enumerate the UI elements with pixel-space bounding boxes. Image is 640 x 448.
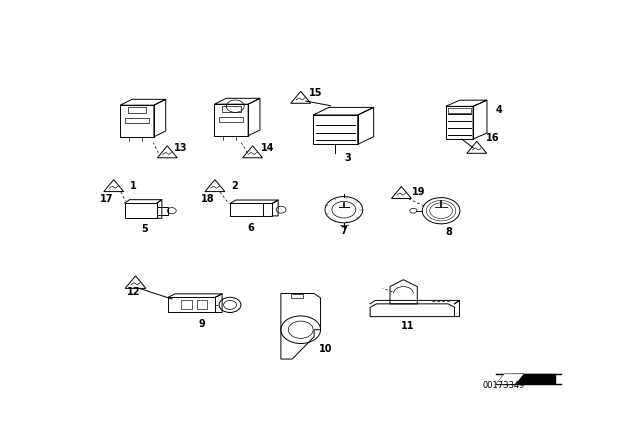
Bar [196, 300, 207, 310]
Polygon shape [511, 374, 556, 384]
Text: 16: 16 [486, 133, 500, 142]
Bar [128, 107, 147, 113]
Text: 8: 8 [445, 227, 452, 237]
Text: 19: 19 [412, 187, 425, 197]
Text: 1: 1 [130, 181, 137, 190]
Text: 7: 7 [340, 226, 348, 237]
Polygon shape [495, 374, 524, 384]
Text: 15: 15 [309, 88, 323, 98]
Text: 5: 5 [141, 224, 148, 234]
Bar [448, 108, 471, 113]
Bar [180, 300, 191, 310]
Text: 3: 3 [344, 153, 351, 163]
Bar [230, 203, 272, 216]
Text: 14: 14 [260, 142, 274, 153]
Text: 6: 6 [248, 223, 255, 233]
Text: 10: 10 [319, 344, 332, 354]
Text: 11: 11 [401, 321, 414, 331]
Text: 18: 18 [201, 194, 215, 204]
Text: 17: 17 [100, 194, 113, 204]
Text: 2: 2 [232, 181, 238, 190]
Bar [125, 118, 149, 123]
Bar [168, 297, 215, 313]
Text: 9: 9 [198, 319, 205, 329]
Text: 00173349: 00173349 [483, 381, 525, 390]
Text: 13: 13 [174, 142, 188, 153]
Text: 12: 12 [127, 288, 140, 297]
Text: 4: 4 [496, 105, 503, 115]
Bar [291, 293, 303, 298]
Bar [220, 117, 243, 121]
Bar [222, 106, 241, 112]
